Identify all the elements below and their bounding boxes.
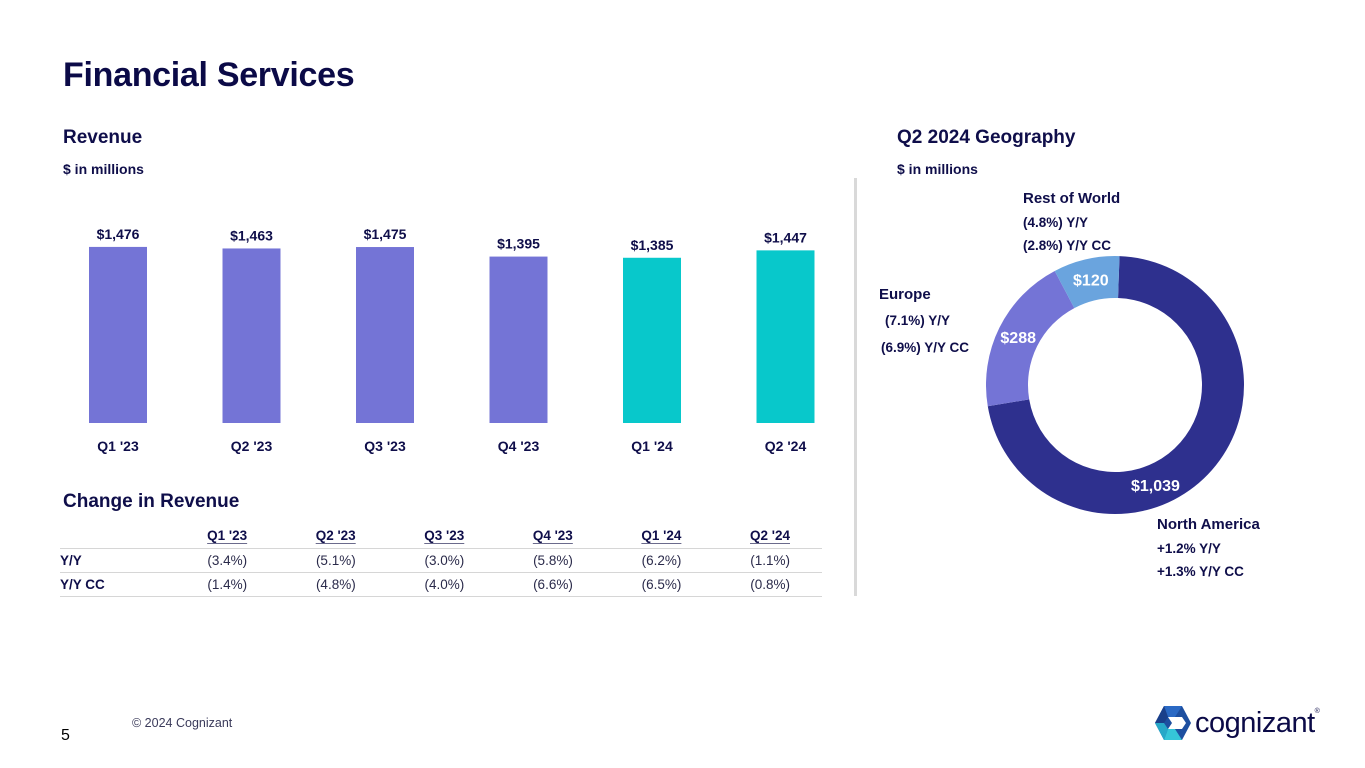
table-column-header: Q2 '23	[315, 527, 356, 543]
geography-donut-chart: $1,039 $288 $120	[986, 256, 1244, 514]
table-header-row: Q1 '23 Q2 '23 Q3 '23 Q4 '23 Q1 '24 Q2 '2…	[60, 526, 822, 548]
donut-slice-europe	[986, 270, 1075, 407]
page-title: Financial Services	[63, 56, 355, 94]
x-tick-label: Q2 '23	[231, 438, 273, 454]
logo-wordmark: cognizant	[1195, 706, 1315, 739]
section-divider	[854, 178, 857, 596]
change-in-revenue-title: Change in Revenue	[63, 491, 240, 512]
table-cell: (0.8%)	[713, 571, 822, 597]
table-cell: (4.0%)	[387, 571, 497, 597]
bar-q323	[356, 247, 414, 423]
donut-data-label: $120	[1073, 273, 1109, 290]
table-cell: (1.1%)	[713, 547, 822, 572]
x-tick-label: Q1 '24	[631, 438, 673, 454]
bar-q124	[623, 257, 681, 423]
cognizant-logo-icon	[1155, 706, 1191, 740]
revenue-units: $ in millions	[63, 161, 144, 177]
region-yy-cc: (6.9%) Y/Y CC	[881, 339, 970, 355]
bar-data-label: $1,463	[230, 227, 273, 243]
copyright: © 2024 Cognizant	[132, 716, 233, 730]
bar-data-label: $1,476	[97, 226, 140, 242]
bar-data-label: $1,475	[364, 226, 407, 242]
rest-of-world-annotation: Rest of World (4.8%) Y/Y (2.8%) Y/Y CC	[1023, 191, 1120, 261]
bar-data-label: $1,395	[497, 236, 540, 252]
region-yy: +1.2% Y/Y	[1157, 541, 1221, 556]
donut-slice-north-america	[987, 256, 1244, 514]
table-cell: (5.8%)	[496, 547, 605, 572]
revenue-bar-chart: $1,476 Q1 '23 $1,463 Q2 '23 $1,475 Q3 '23 $1,3…	[89, 226, 815, 454]
bar-data-label: $1,447	[764, 229, 807, 245]
bar-q123	[89, 246, 147, 423]
bar-q223	[222, 248, 281, 423]
region-yy: (7.1%) Y/Y	[885, 313, 951, 328]
cognizant-logo: cognizant ®	[1155, 706, 1320, 740]
bar-q423	[489, 256, 548, 423]
table-column-header: Q1 '24	[641, 527, 682, 543]
row-label: Y/Y	[60, 547, 171, 572]
geography-title: Q2 2024 Geography	[897, 127, 1076, 148]
registered-mark: ®	[1314, 708, 1320, 715]
region-name: Europe	[879, 286, 931, 303]
x-tick-label: Q2 '24	[765, 438, 807, 454]
table-cell: (6.2%)	[604, 547, 714, 572]
table-column-header: Q1 '23	[207, 527, 248, 543]
table-column-header: Q4 '23	[532, 527, 573, 543]
table-column-header: Q2 '24	[750, 527, 790, 543]
x-tick-label: Q4 '23	[498, 438, 540, 454]
table-cell: (1.4%)	[170, 571, 280, 597]
table-column-header: Q3 '23	[424, 527, 465, 543]
region-name: Rest of World	[1023, 190, 1121, 207]
donut-slice-rest-of-world	[1054, 256, 1120, 309]
bar-data-label: $1,385	[631, 237, 674, 253]
north-america-annotation: North America +1.2% Y/Y +1.3% Y/Y CC	[1157, 517, 1260, 587]
table-cell: (6.5%)	[604, 571, 714, 597]
region-yy-cc: (2.8%) Y/Y CC	[1023, 237, 1112, 253]
table-cell: (4.8%)	[279, 571, 388, 597]
region-name: North America	[1157, 516, 1260, 533]
table-row-yy: Y/Y (3.4%) (5.1%) (3.0%) (5.8%) (6.2%) (…	[60, 547, 822, 572]
donut-data-label: $288	[1000, 330, 1036, 347]
table-cell: (6.6%)	[496, 571, 605, 597]
table-header-blank	[60, 526, 171, 548]
geography-units: $ in millions	[897, 161, 978, 177]
table-cell: (5.1%)	[279, 547, 388, 572]
row-label: Y/Y CC	[60, 571, 171, 597]
table-row-yy-cc: Y/Y CC (1.4%) (4.8%) (4.0%) (6.6%) (6.5%…	[60, 571, 822, 597]
change-in-revenue-table: Q1 '23 Q2 '23 Q3 '23 Q4 '23 Q1 '24 Q2 '2…	[60, 526, 822, 597]
region-yy-cc: +1.3% Y/Y CC	[1157, 563, 1244, 579]
europe-annotation: Europe (7.1%) Y/Y (6.9%) Y/Y CC	[879, 287, 969, 354]
x-tick-label: Q1 '23	[97, 438, 139, 454]
table-cell: (3.0%)	[387, 547, 497, 572]
bar-q224	[756, 250, 815, 423]
region-yy: (4.8%) Y/Y	[1023, 215, 1089, 230]
x-tick-label: Q3 '23	[364, 438, 406, 454]
donut-data-label: $1,039	[1131, 478, 1180, 495]
page-number: 5	[61, 727, 70, 744]
revenue-title: Revenue	[63, 127, 143, 148]
table-cell: (3.4%)	[170, 547, 280, 572]
